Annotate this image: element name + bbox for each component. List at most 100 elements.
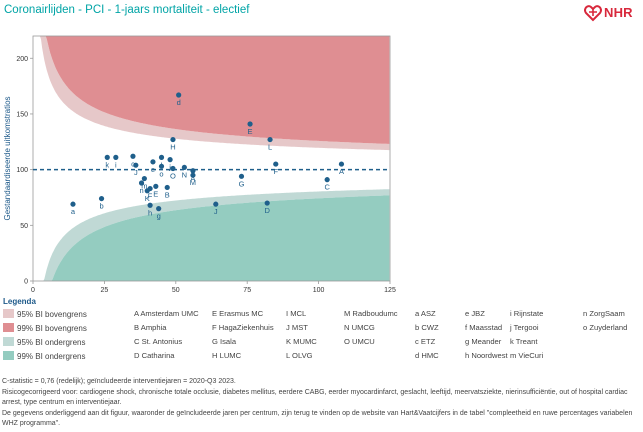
y-tick-label: 200 (16, 56, 28, 63)
point-marker (338, 161, 345, 167)
chart-title: Coronairlijden - PCI - 1-jaars mortalite… (4, 4, 250, 16)
data-point: A (338, 161, 345, 176)
axes: 0 25 50 75 100 125 0 50 100 150 200 (16, 56, 396, 292)
legend-swatch (3, 323, 14, 332)
note-risk-adjustment: Risicogecorrigeerd voor: cardiogene shoc… (2, 388, 628, 407)
nhr-logo: NHR (584, 4, 640, 24)
data-point: D (264, 200, 270, 215)
point-marker (264, 200, 270, 206)
point-marker (247, 121, 253, 127)
legend-swatch (3, 351, 14, 360)
data-point: J (213, 201, 219, 216)
centre-legend-item: m VieCuri (510, 351, 544, 360)
point-label: K (145, 194, 150, 203)
point-marker (147, 185, 153, 192)
heart-logo-icon (584, 5, 602, 22)
centre-legend-item: n ZorgSaam (583, 309, 625, 318)
centre-legend-item: B Amphia (134, 323, 167, 332)
centre-legend-item: a ASZ (415, 309, 436, 318)
point-marker (170, 165, 176, 172)
data-point: j (167, 157, 173, 172)
point-marker (70, 201, 76, 207)
centre-legend-item: k Treant (510, 337, 538, 346)
point-label: B (165, 190, 170, 199)
point-marker (158, 163, 165, 169)
legend-label: 95% BI bovengrens (17, 310, 87, 319)
data-point: J (133, 162, 139, 177)
point-label: c (131, 159, 135, 168)
point-marker (213, 201, 219, 207)
point-label: J (134, 168, 138, 177)
point-label: E (153, 189, 158, 198)
point-label: A (339, 167, 344, 176)
data-point: d (176, 92, 182, 107)
point-marker (273, 161, 279, 167)
data-point: C (324, 177, 330, 192)
point-label: C (324, 183, 330, 192)
point-marker (170, 136, 176, 143)
point-label: n (139, 186, 143, 195)
point-marker (167, 157, 173, 163)
data-point: A (190, 168, 196, 183)
point-label: o (159, 169, 163, 178)
centre-legend-item: C St. Antonius (134, 337, 183, 346)
point-label: L (268, 143, 272, 152)
data-point: B (164, 184, 170, 199)
point-label: i (115, 160, 117, 169)
centre-legend-item: D Catharina (134, 351, 175, 360)
centre-legend-item: g Meander (465, 337, 502, 346)
point-label: k (105, 160, 109, 169)
point-marker (104, 154, 110, 160)
point-marker (238, 173, 245, 179)
legend-item-95-lower: 95% BI ondergrens (3, 337, 86, 348)
point-label: E (248, 127, 253, 136)
band-99-lower (34, 195, 390, 281)
centre-legend-item: N UMCG (344, 323, 375, 332)
point-label: a (71, 207, 76, 216)
point-marker (130, 153, 136, 159)
centre-legend-item: b CWZ (415, 323, 439, 332)
y-tick-label: 50 (20, 223, 28, 230)
point-label: m (141, 182, 147, 191)
centre-legend-item: E Erasmus MC (212, 309, 264, 318)
point-label: d (177, 98, 181, 107)
data-point: E (247, 121, 253, 136)
data-point: i (113, 154, 119, 169)
point-marker (190, 172, 196, 178)
data-point: F (273, 161, 278, 176)
x-tick-label: 100 (313, 287, 325, 292)
centre-legend-item: i Rijnstate (510, 309, 544, 318)
centre-legend-item: J MST (286, 323, 308, 332)
point-marker (190, 168, 196, 174)
legend-label: 99% BI bovengrens (17, 324, 87, 333)
point-marker (181, 164, 187, 171)
point-label: A (190, 174, 195, 183)
data-point: O (170, 165, 176, 181)
point-marker (98, 195, 105, 202)
centre-legend-item: M Radboudumc (344, 309, 398, 318)
data-point: c (130, 153, 136, 168)
point-label: N (182, 170, 187, 179)
data-point: a (70, 201, 76, 216)
footnotes: C-statistic = 0,76 (redelijk); geïnclude… (2, 377, 640, 430)
point-label: g (157, 212, 161, 221)
band-99-upper (34, 36, 390, 144)
point-marker (113, 154, 119, 160)
point-marker (153, 183, 159, 189)
centre-legend-item: d HMC (415, 351, 439, 360)
centre-legend-item: o Zuyderland (583, 323, 628, 332)
data-point: n (138, 180, 145, 195)
centre-legend-item: O UMCU (344, 337, 375, 346)
legend-swatch (3, 309, 14, 318)
band-95-lower (34, 189, 390, 281)
point-label: F (148, 192, 153, 201)
point-marker (138, 180, 145, 186)
data-point: L (267, 136, 273, 152)
legend-item-99-upper: 99% BI bovengrens (3, 323, 87, 334)
centre-legend-item: L OLVG (286, 351, 313, 360)
data-points: abkicJnmKeFhEIoBgjOHdNAMJGELFDCA (70, 92, 345, 221)
y-axis-label: Gestandaardiseerde uitkomstratios (3, 96, 12, 220)
point-marker (164, 184, 170, 191)
point-label: D (264, 206, 270, 215)
point-label: e (151, 165, 155, 174)
